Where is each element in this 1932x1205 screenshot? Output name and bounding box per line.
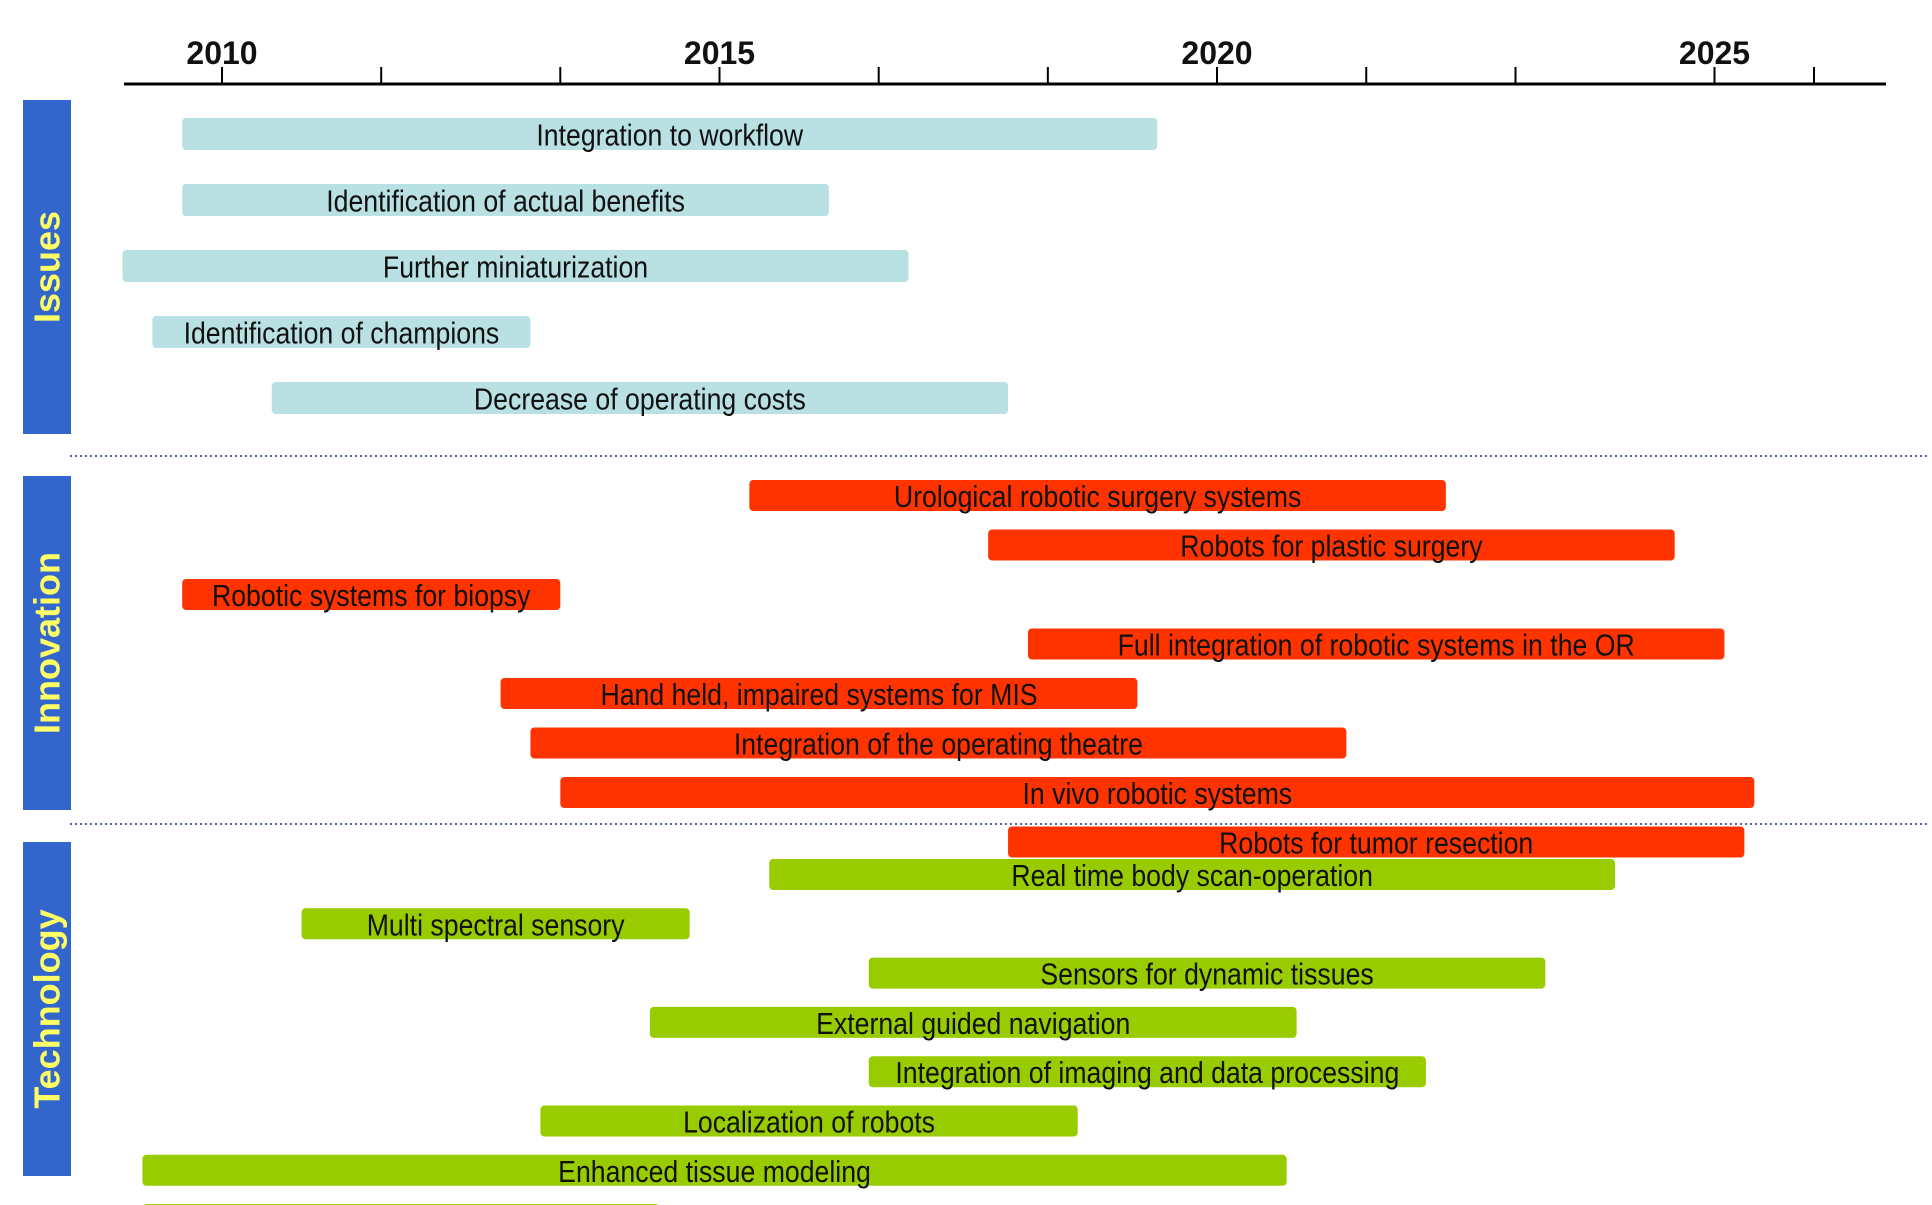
timeline-bar: Further miniaturization: [122, 250, 909, 285]
tick-label-2010: 2010: [186, 35, 257, 71]
bar-shape: [540, 1105, 1078, 1137]
bar-label: Identification of actual benefits: [326, 184, 685, 219]
timeline-bar: Robots for plastic surgery: [988, 529, 1675, 564]
timeline-bar: Robots for tumor resection: [1008, 826, 1745, 861]
bar-shape: [1027, 628, 1725, 660]
bar-label: Multi spectral sensory: [367, 907, 625, 942]
section-label: Innovation: [27, 552, 68, 734]
timeline-bar: Integration of imaging and data processi…: [868, 1055, 1426, 1090]
timeline-bar: Decrease of operating costs: [271, 382, 1009, 417]
bar-label: Integration to workflow: [536, 118, 803, 153]
bar-shape: [142, 1154, 1287, 1186]
bar-shape: [649, 1006, 1297, 1038]
timeline-bar: Real time body scan-operation: [769, 858, 1615, 893]
section-label-block: [23, 100, 71, 434]
bar-shape: [868, 957, 1546, 989]
bar-shape: [1008, 826, 1745, 858]
bar-shape: [301, 908, 690, 940]
timeline-bar: Integration of the operating theatre: [530, 727, 1347, 762]
section-label: Issues: [27, 211, 68, 323]
timeline-bar: Localization of robots: [540, 1105, 1078, 1140]
tick-label-2025: 2025: [1679, 35, 1750, 71]
bar-label: Hand held, impaired systems for MIS: [600, 677, 1037, 712]
bar-shape: [122, 250, 909, 282]
bar-shape: [182, 579, 561, 610]
bar-label: Robots for tumor resection: [1219, 826, 1533, 861]
bar-label: Decrease of operating costs: [474, 382, 806, 417]
bar-shape: [769, 859, 1615, 890]
bar-shape: [500, 678, 1138, 709]
timeline-bar: External guided navigation: [649, 1006, 1297, 1041]
bar-label: External guided navigation: [816, 1006, 1130, 1041]
bar-shape: [530, 727, 1347, 759]
tick-label-2020: 2020: [1181, 35, 1252, 71]
bar-shape: [560, 777, 1755, 808]
bar-label: Intuitive interfaces: [294, 1203, 509, 1205]
bar-label: Full integration of robotic systems in t…: [1118, 628, 1635, 663]
bar-label: Urological robotic surgery systems: [894, 479, 1301, 514]
time-axis: 2010 2015 2020 2025: [124, 35, 1886, 86]
timeline-bar: Integration to workflow: [182, 118, 1158, 153]
chart-sections: Issues Integration to workflow Identificat…: [23, 100, 1928, 1205]
bar-shape: [182, 118, 1158, 150]
bar-label: Integration of imaging and data processi…: [895, 1055, 1399, 1090]
section-label: Technology: [27, 909, 68, 1108]
bar-label: Robotic systems for biopsy: [212, 578, 531, 613]
timeline-bar: Hand held, impaired systems for MIS: [500, 677, 1138, 712]
timeline-bar: Identification of champions: [152, 316, 531, 351]
timeline-bar: Robotic systems for biopsy: [182, 578, 561, 613]
bar-label: Sensors for dynamic tissues: [1040, 957, 1373, 992]
timeline-bar: Urological robotic surgery systems: [749, 479, 1446, 514]
timeline-bar: Multi spectral sensory: [301, 907, 690, 942]
timeline-bar: In vivo robotic systems: [560, 776, 1755, 811]
bar-shape: [868, 1056, 1426, 1088]
tick-label-2015: 2015: [684, 35, 755, 71]
timeline-bar: Full integration of robotic systems in t…: [1027, 628, 1725, 663]
bar-label: Further miniaturization: [383, 250, 648, 285]
section-issues: Issues Integration to workflow Identificat…: [23, 100, 1158, 434]
bar-label: Identification of champions: [184, 316, 500, 351]
timeline-bar: Sensors for dynamic tissues: [868, 957, 1546, 992]
section-innovation: Innovation Urological robotic surgery sys…: [23, 476, 1755, 861]
bar-label: Robots for plastic surgery: [1180, 529, 1483, 564]
bar-label: Integration of the operating theatre: [734, 727, 1143, 762]
bar-label: In vivo robotic systems: [1022, 776, 1292, 811]
bar-label: Localization of robots: [683, 1105, 935, 1140]
section-technology: Technology Real time body scan-operation M…: [23, 842, 1615, 1205]
bar-label: Enhanced tissue modeling: [558, 1154, 871, 1189]
bar-shape: [182, 184, 829, 216]
bar-shape: [749, 480, 1446, 511]
bar-label: Real time body scan-operation: [1011, 858, 1373, 893]
bar-shape: [988, 529, 1675, 561]
bar-shape: [152, 316, 531, 348]
section-label-block: [23, 842, 71, 1176]
timeline-bar: Identification of actual benefits: [182, 184, 829, 219]
timeline-bar: Enhanced tissue modeling: [142, 1154, 1287, 1189]
section-label-block: [23, 476, 71, 810]
bar-shape: [271, 382, 1009, 414]
